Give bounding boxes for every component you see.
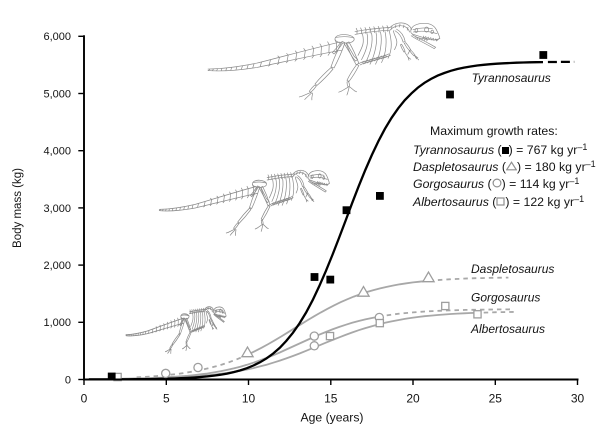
svg-text:Daspletosaurus: Daspletosaurus [471, 262, 554, 276]
svg-text:30: 30 [571, 391, 585, 405]
svg-text:5: 5 [163, 391, 170, 405]
svg-text:10: 10 [242, 391, 256, 405]
svg-text:3,000: 3,000 [43, 203, 71, 215]
svg-text:Gorgosaurus: Gorgosaurus [471, 291, 540, 305]
svg-text:1,000: 1,000 [43, 317, 71, 329]
svg-text:Age (years): Age (years) [301, 411, 364, 425]
svg-text:5,000: 5,000 [43, 88, 71, 100]
svg-text:2,000: 2,000 [43, 260, 71, 272]
svg-text:6,000: 6,000 [43, 31, 71, 43]
svg-text:0: 0 [65, 374, 71, 386]
svg-text:20: 20 [406, 391, 420, 405]
svg-text:25: 25 [489, 391, 503, 405]
svg-text:15: 15 [324, 391, 338, 405]
svg-text:Tyrannosaurus: Tyrannosaurus [472, 71, 551, 85]
svg-text:4,000: 4,000 [43, 146, 71, 158]
svg-text:Body mass (kg): Body mass (kg) [12, 168, 24, 248]
svg-text:Albertosaurus: Albertosaurus [470, 322, 545, 336]
svg-text:0: 0 [81, 391, 88, 405]
